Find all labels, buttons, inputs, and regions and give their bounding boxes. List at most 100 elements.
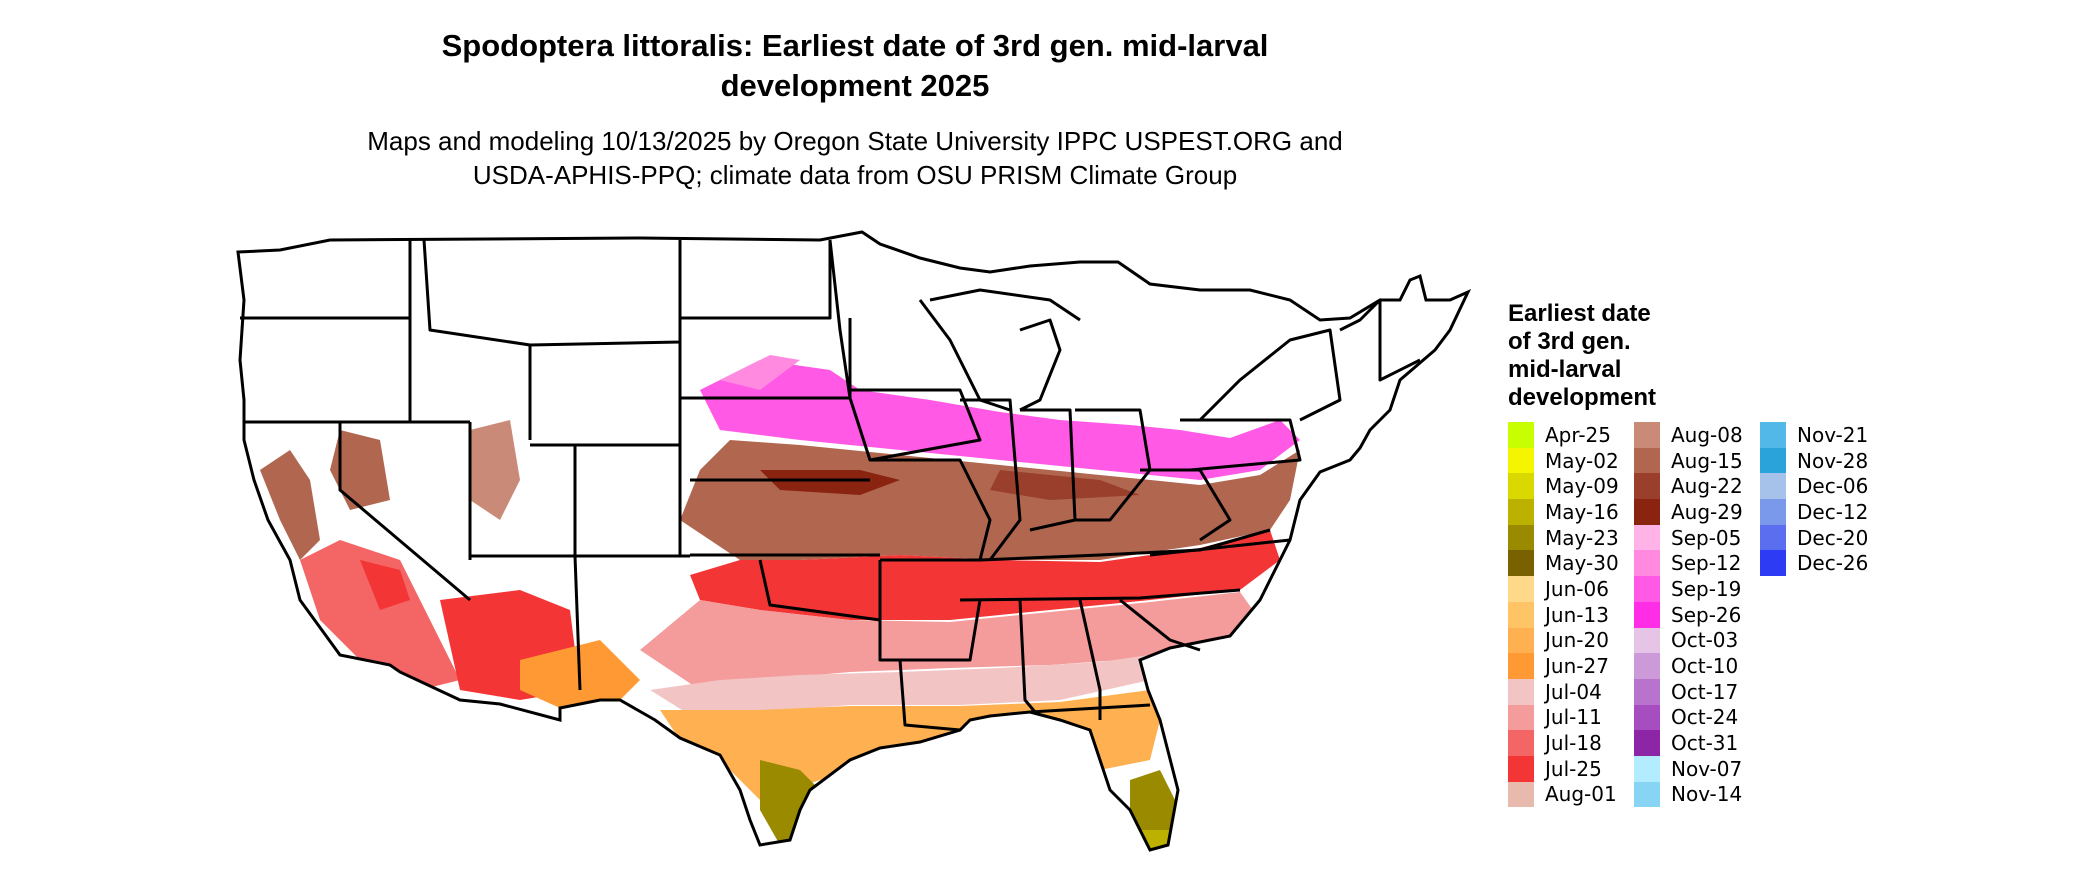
- legend-label: Jul-25: [1545, 756, 1602, 781]
- legend-item: Apr-25: [1508, 422, 1619, 448]
- legend-label: May-02: [1545, 448, 1619, 473]
- legend-swatch: [1634, 704, 1660, 731]
- legend-swatch: [1634, 755, 1660, 782]
- boundary-mi-lower: [1019, 318, 1062, 412]
- legend-item: Jun-27: [1508, 653, 1619, 679]
- legend-title-line: of 3rd gen.: [1508, 328, 1631, 355]
- legend-swatch: [1508, 704, 1534, 731]
- legend-label: Aug-08: [1671, 422, 1743, 447]
- legend-label: Sep-26: [1671, 602, 1742, 627]
- legend-label: May-23: [1545, 525, 1619, 550]
- legend-swatch: [1508, 601, 1534, 628]
- legend-label: Nov-07: [1671, 756, 1743, 781]
- legend-label: Jul-11: [1545, 705, 1602, 730]
- legend-item: May-09: [1508, 473, 1619, 500]
- legend-swatch: [1508, 447, 1534, 474]
- zone-jul-light: [640, 592, 1260, 690]
- legend-label: Jul-04: [1545, 679, 1602, 704]
- legend-swatch: [1508, 755, 1534, 782]
- legend-column-3: Nov-21 Nov-28 Dec-06 Dec-12 Dec-20 Dec-2…: [1760, 422, 1869, 577]
- legend-item: Nov-14: [1634, 781, 1743, 808]
- legend-swatch: [1760, 422, 1786, 448]
- legend-item: Jul-18: [1508, 730, 1619, 756]
- boundary-mn: [828, 239, 852, 399]
- legend-swatch: [1634, 550, 1660, 577]
- legend-title-line: development: [1508, 384, 1657, 411]
- legend-swatch: [1634, 576, 1660, 602]
- legend-swatch: [1760, 524, 1786, 551]
- legend-swatch: [1634, 601, 1660, 628]
- legend-item: Aug-08: [1634, 422, 1743, 448]
- boundary-tn-south: [959, 588, 1241, 602]
- legend-swatch: [1634, 422, 1660, 448]
- state-boundaries: [240, 239, 1421, 732]
- boundary-ok-tx: [758, 559, 881, 622]
- legend-label: Sep-19: [1671, 576, 1742, 601]
- legend-label: Jun-20: [1545, 628, 1609, 653]
- boundary-ar-la: [878, 560, 982, 662]
- zone-sep-light: [720, 355, 800, 390]
- legend-swatch: [1760, 447, 1786, 474]
- legend-item: Jul-11: [1508, 704, 1619, 731]
- legend-item: Nov-07: [1634, 755, 1743, 782]
- legend-label: Oct-17: [1671, 679, 1739, 704]
- zone-west-aug-2: [470, 420, 520, 520]
- zone-west-aug: [260, 450, 320, 560]
- legend-swatch: [1634, 473, 1660, 500]
- boundary-in: [1020, 408, 1077, 532]
- legend-swatch: [1634, 627, 1660, 654]
- boundary-id-mt: [422, 239, 532, 440]
- legend-item: Sep-05: [1634, 524, 1743, 551]
- boundary-az-east: [573, 555, 582, 691]
- legend-title-line: mid-larval: [1508, 356, 1622, 383]
- map-subtitle-line-2: USDA-APHIS-PPQ; climate data from OSU PR…: [472, 160, 1238, 190]
- legend-swatch: [1508, 730, 1534, 756]
- legend-swatch: [1634, 499, 1660, 525]
- legend-title: Earliest date of 3rd gen. mid-larval dev…: [1508, 300, 1656, 412]
- map-subtitle: Maps and modeling 10/13/2025 by Oregon S…: [0, 124, 1710, 192]
- legend-item: Oct-03: [1634, 627, 1743, 654]
- boundary-pa: [1180, 418, 1302, 472]
- boundary-mo: [870, 458, 992, 562]
- legend-item: Aug-22: [1634, 473, 1743, 500]
- legend-swatch: [1760, 473, 1786, 500]
- us-outline: [236, 230, 1472, 852]
- legend-label: Nov-14: [1671, 782, 1743, 807]
- legend-swatch: [1508, 550, 1534, 577]
- map-subtitle-line-1: Maps and modeling 10/13/2025 by Oregon S…: [367, 126, 1343, 156]
- legend-item: May-30: [1508, 550, 1619, 577]
- legend-label: Aug-01: [1545, 782, 1617, 807]
- legend-item: Oct-24: [1634, 704, 1743, 731]
- legend-label: Aug-22: [1671, 474, 1743, 499]
- legend-item: Sep-26: [1634, 601, 1743, 628]
- boundary-ia: [848, 388, 982, 462]
- legend-label: Nov-21: [1797, 422, 1869, 447]
- boundary-nv-ca: [338, 422, 471, 602]
- zone-jul-pale: [650, 652, 1170, 715]
- legend-item: Sep-12: [1634, 550, 1743, 577]
- legend-label: Jun-27: [1545, 654, 1609, 679]
- boundary-la-ms: [898, 659, 961, 732]
- legend-label: Jun-13: [1545, 602, 1609, 627]
- legend-swatch: [1508, 576, 1534, 602]
- legend-label: May-30: [1545, 551, 1619, 576]
- legend-item: May-02: [1508, 447, 1619, 474]
- boundary-wv-va: [1140, 468, 1232, 542]
- legend-label: Aug-15: [1671, 448, 1743, 473]
- legend-swatch: [1508, 524, 1534, 551]
- legend-label: May-09: [1545, 474, 1619, 499]
- legend-item: Aug-29: [1634, 499, 1743, 525]
- boundary-new-england: [1339, 298, 1421, 382]
- legend-label: Oct-10: [1671, 654, 1739, 679]
- legend-swatch: [1508, 422, 1534, 448]
- boundary-ms-al: [1018, 599, 1037, 713]
- boundary-il: [960, 398, 1022, 561]
- legend-item: Aug-15: [1634, 447, 1743, 474]
- legend-item: Oct-17: [1634, 678, 1743, 705]
- legend-label: Dec-06: [1797, 474, 1869, 499]
- legend-item: Dec-26: [1760, 550, 1868, 577]
- legend-item: Sep-19: [1634, 576, 1743, 602]
- zone-may-fl: [1130, 770, 1175, 845]
- legend-item: Jun-20: [1508, 627, 1619, 654]
